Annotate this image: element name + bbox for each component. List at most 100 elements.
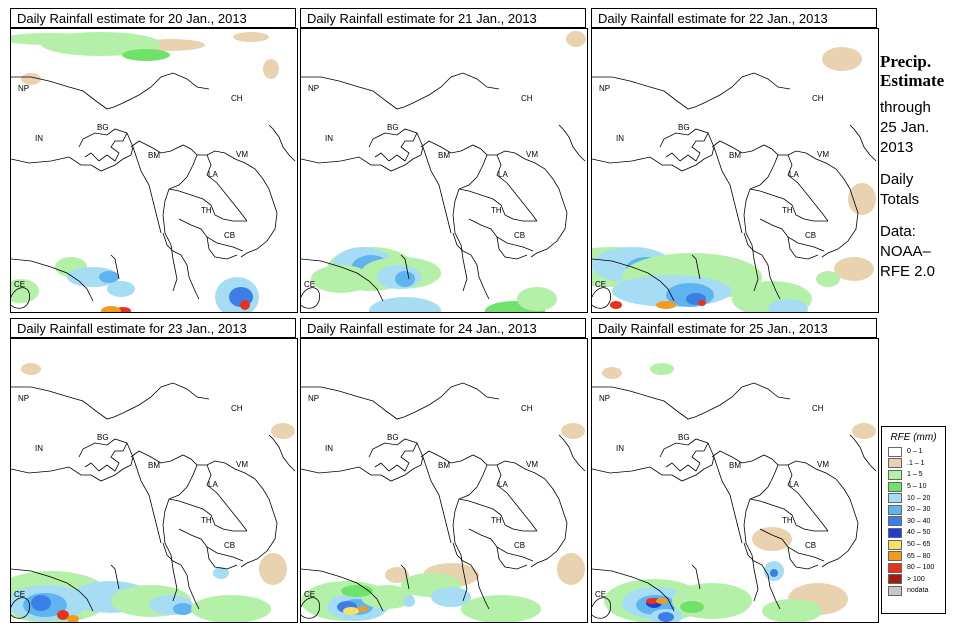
- country-border: [592, 258, 675, 302]
- rainfall-area: [107, 281, 135, 297]
- country-border: [452, 542, 490, 610]
- country-border: [787, 546, 819, 570]
- rainfall-area: [646, 598, 658, 604]
- country-border: [659, 128, 709, 162]
- rainfall-area: [561, 423, 585, 439]
- country-border: [849, 434, 877, 472]
- rainfall-area: [816, 271, 840, 287]
- rainfall-area: [752, 527, 792, 551]
- legend-item: 0 – 1: [882, 446, 945, 458]
- rainfall-area: [680, 601, 704, 613]
- country-border: [11, 597, 31, 619]
- legend-swatch: [888, 446, 902, 457]
- country-border: [400, 564, 410, 590]
- panel-title: Daily Rainfall estimate for 25 Jan., 201…: [591, 318, 877, 338]
- rainfall-area: [259, 553, 287, 585]
- country-label: VM: [236, 150, 248, 159]
- legend-label: 10 – 20: [907, 494, 931, 502]
- country-label: TH: [491, 516, 502, 525]
- rainfall-map-canvas: NP CH IN BG BM VM LA TH CB CE: [301, 382, 586, 622]
- country-label: CE: [595, 280, 606, 289]
- caption-line: RFE 2.0: [880, 263, 936, 280]
- map-caption: Precip. Estimate through 25 Jan. 2013 Da…: [880, 52, 965, 282]
- country-label: LA: [208, 170, 218, 179]
- legend-item: nodata: [882, 585, 945, 597]
- country-border: [671, 132, 715, 172]
- rainfall-area: [101, 306, 121, 312]
- rainfall-area: [403, 595, 415, 607]
- legend-swatch: [888, 562, 902, 573]
- rainfall-area: [658, 612, 674, 622]
- rainfall-map-canvas: NP CH IN BG BM VM LA TH CB CE: [11, 363, 296, 622]
- legend-label: > 100: [907, 575, 925, 583]
- legend-swatch: [888, 493, 902, 504]
- country-border: [301, 258, 384, 302]
- country-label: NP: [599, 84, 610, 93]
- country-label: CE: [595, 590, 606, 599]
- rainfall-area: [461, 595, 541, 622]
- rainfall-area: [770, 569, 778, 577]
- country-label: CH: [521, 404, 533, 413]
- rainfall-map-canvas: NP CH IN BG BM VM LA TH CB CE: [592, 47, 877, 312]
- legend-label: 1 – 5: [907, 471, 923, 479]
- country-label: CE: [304, 590, 315, 599]
- country-label: TH: [201, 206, 212, 215]
- caption-line: 2013: [880, 139, 914, 156]
- rainfall-area: [369, 297, 441, 312]
- legend-label: 0 – 1: [907, 448, 923, 456]
- country-label: BG: [97, 433, 109, 442]
- country-label: CB: [224, 231, 235, 240]
- legend-item: .1 – 1: [882, 458, 945, 470]
- rainfall-area: [67, 615, 79, 622]
- legend-item: 10 – 20: [882, 492, 945, 504]
- legend-label: 65 – 80: [907, 552, 931, 560]
- country-label: CB: [224, 541, 235, 550]
- rainfall-map: NP CH IN BG BM VM LA TH CB CE: [10, 28, 298, 313]
- country-border: [110, 254, 120, 280]
- country-border: [749, 498, 828, 532]
- rainfall-area: [31, 595, 51, 611]
- caption-line: 25 Jan.: [880, 119, 930, 136]
- country-label: CB: [514, 541, 525, 550]
- country-border: [206, 236, 238, 260]
- country-border: [787, 464, 829, 532]
- country-label: NP: [599, 394, 610, 403]
- caption-line: Totals: [880, 191, 920, 208]
- country-label: CB: [805, 541, 816, 550]
- country-border: [420, 140, 488, 292]
- country-label: CB: [805, 231, 816, 240]
- country-border: [458, 188, 537, 222]
- country-label: CE: [14, 280, 25, 289]
- rainfall-area: [602, 367, 622, 379]
- rainfall-area: [191, 595, 271, 622]
- rainfall-area: [762, 599, 822, 622]
- country-label: LA: [208, 480, 218, 489]
- legend-label: 80 – 100: [907, 564, 935, 572]
- rainfall-area: [834, 257, 874, 281]
- rainfall-area: [21, 363, 41, 375]
- country-border: [11, 72, 210, 110]
- panel-title: Daily Rainfall estimate for 24 Jan., 201…: [300, 318, 586, 338]
- country-border: [691, 564, 701, 590]
- rainfall-area: [656, 598, 668, 604]
- country-border: [558, 434, 586, 472]
- country-border: [301, 72, 500, 110]
- country-border: [301, 466, 381, 476]
- country-border: [659, 438, 709, 472]
- country-label: BM: [438, 461, 450, 470]
- rainfall-area: [822, 47, 862, 71]
- rainfall-panel-21jan: Daily Rainfall estimate for 21 Jan., 201…: [300, 8, 588, 313]
- country-border: [558, 124, 586, 162]
- rainfall-area: [263, 59, 279, 79]
- country-border: [11, 382, 210, 420]
- legend-item: 40 – 50: [882, 527, 945, 539]
- country-border: [168, 498, 247, 532]
- country-border: [592, 466, 672, 476]
- rainfall-map-canvas: NP CH IN BG BM VM LA TH CB CE: [301, 31, 586, 312]
- country-border: [301, 382, 500, 420]
- country-border: [713, 146, 743, 234]
- country-label: NP: [308, 394, 319, 403]
- country-border: [592, 287, 612, 309]
- country-border: [778, 460, 859, 568]
- legend-swatch: [888, 551, 902, 562]
